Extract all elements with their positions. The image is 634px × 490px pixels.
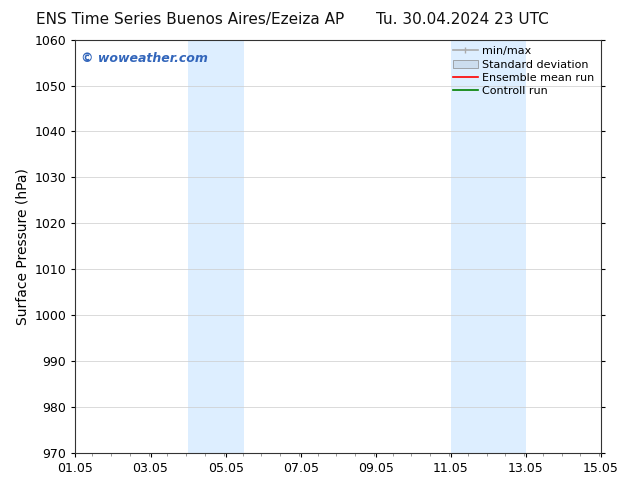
Text: ENS Time Series Buenos Aires/Ezeiza AP: ENS Time Series Buenos Aires/Ezeiza AP: [36, 12, 344, 27]
Bar: [188, 40, 244, 453]
Y-axis label: Surface Pressure (hPa): Surface Pressure (hPa): [15, 168, 29, 325]
Legend: min/max, Standard deviation, Ensemble mean run, Controll run: min/max, Standard deviation, Ensemble me…: [449, 42, 599, 101]
Text: © woweather.com: © woweather.com: [81, 52, 207, 65]
Text: Tu. 30.04.2024 23 UTC: Tu. 30.04.2024 23 UTC: [377, 12, 549, 27]
Bar: [451, 40, 526, 453]
